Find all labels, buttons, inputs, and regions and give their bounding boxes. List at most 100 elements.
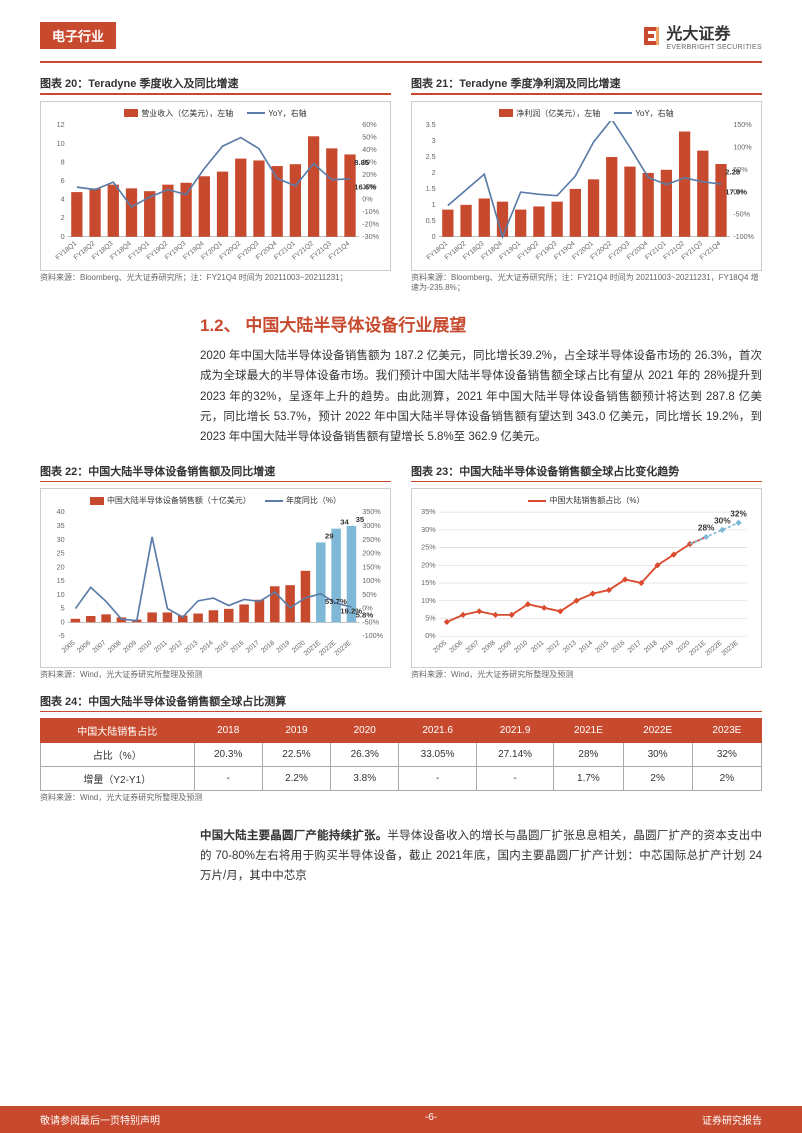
table-header: 2023E [692, 719, 761, 743]
table-header: 2020 [331, 719, 399, 743]
page-header: 电子行业 光大证券 EVERBRIGHT SECURITIES [0, 0, 802, 61]
svg-text:2016: 2016 [229, 640, 245, 655]
closing-bold: 中国大陆主要晶圆厂产能持续扩张。 [200, 830, 387, 842]
svg-text:2: 2 [61, 213, 65, 222]
chart20-source: 资料来源：Bloomberg、光大证券研究所；注：FY21Q4 时间为 2021… [40, 273, 391, 283]
svg-text:-100%: -100% [362, 632, 383, 641]
footer-left: 敬请参阅最后一页特别声明 [40, 1112, 160, 1127]
legend-line: 年度同比（%） [265, 495, 341, 506]
svg-text:20%: 20% [362, 169, 377, 178]
svg-text:2019: 2019 [275, 640, 291, 655]
divider [40, 481, 391, 483]
svg-text:2016: 2016 [610, 640, 626, 655]
svg-text:35%: 35% [421, 508, 436, 516]
svg-text:20: 20 [57, 563, 65, 572]
svg-text:34: 34 [340, 518, 349, 527]
chart22-title: 图表 22：中国大陆半导体设备销售额及同比增速 [40, 463, 391, 479]
svg-text:0: 0 [61, 618, 65, 627]
footer-right: 证券研究报告 [702, 1112, 762, 1127]
svg-text:2012: 2012 [168, 640, 184, 655]
header-divider [40, 61, 762, 63]
svg-text:2007: 2007 [91, 640, 107, 655]
svg-text:30: 30 [57, 535, 65, 544]
svg-text:-20%: -20% [362, 219, 379, 228]
chart20-svg: 024681012-30%-20%-10%0%10%20%30%40%50%60… [45, 121, 386, 266]
chart23-source: 资料来源：Wind，光大证券研究所整理及预测 [411, 670, 762, 680]
svg-text:2022E: 2022E [704, 640, 724, 658]
svg-text:40: 40 [57, 508, 65, 516]
svg-text:17.9%: 17.9% [725, 187, 747, 196]
svg-text:2014: 2014 [578, 640, 594, 655]
svg-text:350%: 350% [362, 508, 381, 516]
table-header: 2021E [554, 719, 623, 743]
svg-text:2013: 2013 [562, 640, 578, 655]
svg-text:2013: 2013 [183, 640, 199, 655]
divider [40, 711, 762, 713]
svg-text:100%: 100% [733, 142, 752, 151]
table-header: 2018 [194, 719, 262, 743]
svg-text:150%: 150% [362, 563, 381, 572]
svg-text:2018: 2018 [643, 640, 659, 655]
table-row: 占比（%）20.3%22.5%26.3%33.05%27.14%28%30%32… [41, 743, 762, 767]
svg-text:60%: 60% [362, 121, 377, 129]
svg-text:2006: 2006 [76, 640, 92, 655]
chart21-source: 资料来源：Bloomberg、光大证券研究所；注：FY21Q4 时间为 2021… [411, 273, 762, 294]
svg-text:1.5: 1.5 [426, 183, 436, 192]
svg-text:-30%: -30% [362, 231, 379, 240]
svg-text:2008: 2008 [107, 640, 123, 655]
svg-text:30%: 30% [714, 517, 731, 526]
chart21-title: 图表 21：Teradyne 季度净利润及同比增速 [411, 75, 762, 91]
svg-text:2017: 2017 [245, 640, 261, 655]
svg-text:0.5: 0.5 [426, 215, 436, 224]
svg-text:100%: 100% [362, 576, 381, 585]
svg-text:16.6%: 16.6% [354, 182, 376, 191]
brand-sub: EVERBRIGHT SECURITIES [666, 44, 762, 51]
svg-text:5.8%: 5.8% [356, 611, 374, 620]
chart22-svg: -50510152025303540-100%-50%0%50%100%150%… [45, 508, 386, 665]
legend-bar: 中国大陆半导体设备销售额（十亿美元） [90, 495, 251, 506]
legend-bar: 净利润（亿美元），左轴 [499, 108, 600, 119]
svg-text:2017: 2017 [627, 640, 643, 655]
svg-text:2005: 2005 [432, 640, 448, 655]
category-badge: 电子行业 [40, 22, 116, 49]
svg-text:3.5: 3.5 [426, 121, 436, 129]
svg-text:50%: 50% [362, 132, 377, 141]
svg-text:25%: 25% [421, 543, 436, 552]
svg-text:53.7%: 53.7% [325, 598, 347, 607]
svg-text:2010: 2010 [137, 640, 153, 655]
svg-text:15: 15 [57, 576, 65, 585]
table-row: 增量（Y2-Y1）-2.2%3.8%--1.7%2%2% [41, 767, 762, 791]
chart23-box: 中国大陆销售额占比（%） 0%5%10%15%20%25%30%35%20052… [411, 488, 762, 668]
svg-text:3: 3 [432, 136, 436, 145]
section-heading: 1.2、 中国大陆半导体设备行业展望 [200, 311, 762, 336]
svg-text:FY21Q4: FY21Q4 [699, 239, 723, 261]
svg-text:40%: 40% [362, 144, 377, 153]
svg-text:2007: 2007 [465, 640, 481, 655]
svg-text:10%: 10% [421, 596, 436, 605]
svg-text:2023E: 2023E [333, 640, 353, 658]
svg-text:10: 10 [57, 590, 65, 599]
svg-text:2015: 2015 [594, 640, 610, 655]
svg-text:2.28: 2.28 [725, 167, 741, 176]
svg-text:15%: 15% [421, 578, 436, 587]
chart22-box: 中国大陆半导体设备销售额（十亿美元） 年度同比（%） -505101520253… [40, 488, 391, 668]
chart21-box: 净利润（亿美元），左轴 YoY，右轴 00.511.522.533.5-100%… [411, 101, 762, 271]
svg-text:28%: 28% [698, 524, 715, 533]
chart22-source: 资料来源：Wind，光大证券研究所整理及预测 [40, 670, 391, 680]
table-header: 2019 [262, 719, 330, 743]
svg-text:8: 8 [61, 157, 65, 166]
footer-center: -6- [425, 1112, 437, 1127]
svg-text:1: 1 [432, 199, 436, 208]
svg-text:2006: 2006 [448, 640, 464, 655]
svg-text:2009: 2009 [122, 640, 138, 655]
svg-text:2014: 2014 [199, 640, 215, 655]
svg-text:300%: 300% [362, 521, 381, 530]
svg-text:2009: 2009 [497, 640, 513, 655]
divider [411, 481, 762, 483]
svg-text:35: 35 [356, 515, 365, 524]
chart20-title: 图表 20：Teradyne 季度收入及同比增速 [40, 75, 391, 91]
svg-text:2015: 2015 [214, 640, 230, 655]
svg-text:0: 0 [61, 231, 65, 240]
svg-text:2: 2 [432, 168, 436, 177]
legend-line: YoY，右轴 [614, 108, 673, 119]
